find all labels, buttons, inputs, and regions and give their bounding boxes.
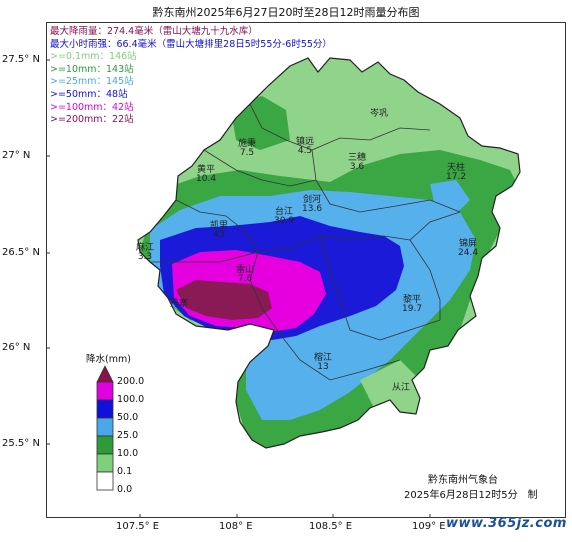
- map-title: 黔东南州2025年6月27日20时至28日12时雨量分布图: [152, 6, 420, 19]
- count-200: >=200mm：22站: [50, 114, 134, 126]
- city-sansui: 三穗 3.6: [348, 153, 367, 172]
- legend-label-0.1: 0.1: [117, 466, 133, 477]
- legend-title: 降水(mm): [86, 354, 131, 365]
- city-liping: 黎平 19.7: [402, 295, 423, 314]
- city-tianzhu: 天柱 17.2: [446, 163, 467, 182]
- county-boundaries: [150, 103, 461, 381]
- legend-label-200: 200.0: [117, 376, 145, 387]
- axis-ticks: [46, 59, 431, 518]
- legend-bar: [96, 365, 114, 491]
- y-tick-26: 26° N: [2, 342, 31, 353]
- agency-name: 黔东南州气象台: [428, 475, 498, 486]
- city-zhenyuan: 镇远 4.5: [296, 137, 315, 156]
- count-0.1: >=0.1mm：146站: [50, 51, 137, 63]
- city-rongjiang: 榕江 13: [314, 353, 333, 372]
- y-tick-26.5: 26.5° N: [2, 247, 40, 258]
- rainfall-stats: 最大降雨量：274.4毫米（雷山大塘九十九水库） 最大小时雨强：66.4毫米（雷…: [50, 26, 332, 127]
- city-shibing: 施秉 7.5: [238, 139, 257, 158]
- city-taijiang: 台江 30.9: [274, 207, 295, 226]
- y-tick-27.5: 27.5° N: [2, 54, 40, 65]
- rain-zone-200: [176, 280, 272, 320]
- legend-label-10: 10.0: [117, 448, 139, 459]
- rain-patch-southeast: [360, 360, 420, 420]
- city-kaili: 凯里 43: [210, 221, 229, 240]
- legend-label-25: 25.0: [117, 430, 139, 441]
- x-tick-107.5: 107.5° E: [116, 521, 160, 532]
- count-10: >=10mm：143站: [50, 63, 134, 75]
- city-jianhe: 剑河 13.6: [302, 195, 323, 214]
- count-100: >=100mm：42站: [50, 101, 134, 113]
- city-danzhai: 丹寨: [170, 299, 189, 309]
- issued-time: 2025年6月28日12时5分 制: [404, 490, 538, 501]
- rain-patch-east: [430, 180, 470, 214]
- x-tick-108.5: 108.5° E: [309, 521, 353, 532]
- max-hourly-text: 最大小时雨强：66.4毫米（雷山大塘排里28日5时55分-6时55分）: [50, 38, 332, 50]
- x-tick-108: 108° E: [219, 521, 253, 532]
- legend-label-100: 100.0: [117, 394, 145, 405]
- count-25: >=25mm：145站: [50, 76, 134, 88]
- x-tick-109: 109° E: [412, 521, 446, 532]
- city-majiang: 麻江 3.3: [136, 243, 155, 262]
- watermark: www.365jz.com: [446, 516, 567, 531]
- legend-label-50: 50.0: [117, 412, 139, 423]
- y-tick-25.5: 25.5° N: [2, 438, 40, 449]
- city-cengong: 岑巩: [370, 109, 389, 119]
- y-tick-27: 27° N: [2, 150, 31, 161]
- legend-label-0.0: 0.0: [117, 484, 133, 495]
- city-congjiang: 从江: [392, 383, 411, 393]
- count-50: >=50mm：48站: [50, 88, 128, 100]
- city-jinping: 锦屏 24.4: [458, 239, 479, 258]
- max-rain-text: 最大降雨量：274.4毫米（雷山大塘九十九水库）: [50, 26, 258, 37]
- city-huangping: 黄平 10.4: [196, 165, 217, 184]
- legend-arrow-top: [96, 365, 114, 383]
- city-leishan: 雷山 7.6: [236, 265, 255, 284]
